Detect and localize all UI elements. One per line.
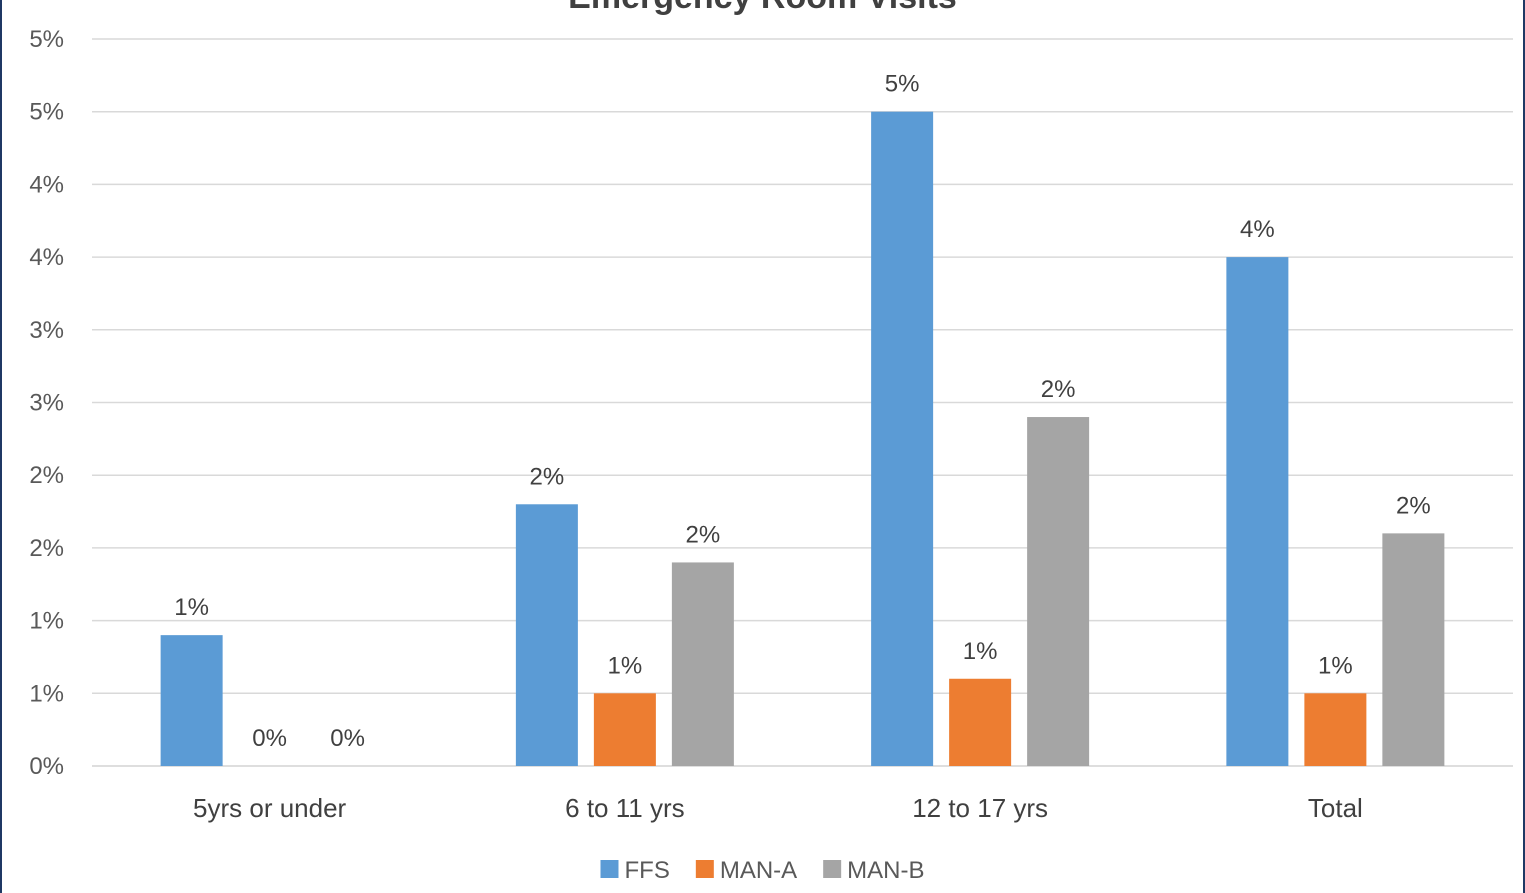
y-tick-label: 4% — [29, 244, 64, 271]
bar-man-a-2 — [949, 678, 1012, 766]
legend-label: FFS — [624, 857, 669, 884]
data-label: 2% — [1041, 376, 1076, 403]
data-label: 1% — [174, 594, 209, 621]
bar-ffs-3 — [1226, 257, 1289, 766]
data-label: 2% — [686, 521, 721, 548]
legend-swatch — [600, 860, 619, 878]
bar-man-a-3 — [1304, 693, 1367, 766]
y-tick-label: 5% — [29, 99, 64, 126]
data-label: 1% — [963, 638, 998, 665]
bar-ffs-0 — [160, 635, 223, 766]
legend-item-man-b: MAN-B — [823, 857, 925, 884]
y-tick-label: 4% — [29, 171, 64, 198]
y-tick-label: 5% — [29, 26, 64, 53]
data-label: 5% — [885, 71, 920, 98]
bar-man-b-1 — [671, 562, 734, 766]
gridlines — [92, 38, 1513, 767]
data-label: 1% — [1318, 652, 1353, 679]
data-label: 1% — [608, 652, 643, 679]
bar-man-a-1 — [593, 693, 656, 766]
y-tick-label: 1% — [29, 608, 64, 635]
legend: FFS MAN-A MAN-B — [600, 857, 925, 884]
legend-swatch — [695, 860, 714, 878]
legend-swatch — [823, 860, 842, 878]
legend-label: MAN-A — [720, 857, 797, 884]
legend-item-ffs: FFS — [600, 857, 670, 884]
y-axis-ticks: 0% 1% 1% 2% 2% 3% 3% 4% 4% 5% 5% — [29, 26, 64, 780]
category-label: 12 to 17 yrs — [912, 793, 1048, 823]
data-label: 2% — [530, 463, 565, 490]
data-labels: 1% 0% 0% 2% 1% 2% 5% 1% 2% 4% 1% 2% — [174, 71, 1430, 752]
y-tick-label: 1% — [29, 680, 64, 707]
category-label: 6 to 11 yrs — [565, 793, 684, 823]
bar-man-b-2 — [1027, 417, 1090, 766]
data-label: 2% — [1396, 492, 1431, 519]
legend-label: MAN-B — [847, 857, 924, 884]
y-tick-label: 3% — [29, 317, 64, 344]
x-axis-categories: 5yrs or under 6 to 11 yrs 12 to 17 yrs Tota… — [193, 793, 1363, 823]
bar-man-b-3 — [1382, 533, 1445, 766]
bar-ffs-2 — [871, 111, 934, 766]
bars — [160, 111, 1445, 766]
data-label: 0% — [330, 725, 365, 752]
legend-item-man-a: MAN-A — [695, 857, 797, 884]
data-label: 4% — [1240, 216, 1275, 243]
y-tick-label: 3% — [29, 390, 64, 417]
bar-ffs-1 — [515, 504, 578, 766]
y-tick-label: 0% — [29, 753, 64, 780]
category-label: 5yrs or under — [193, 793, 347, 823]
data-label: 0% — [252, 725, 287, 752]
y-tick-label: 2% — [29, 462, 64, 489]
y-tick-label: 2% — [29, 535, 64, 562]
chart-title: Emergency Room Visits — [2, 0, 1523, 17]
category-label: Total — [1308, 793, 1363, 823]
